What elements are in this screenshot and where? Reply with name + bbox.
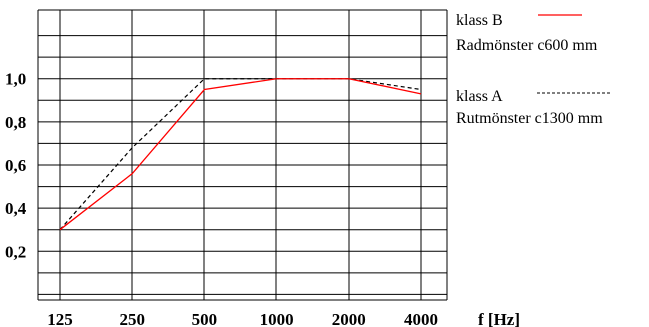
x-tick-labels: 125 250 500 1000 2000 4000 <box>47 310 438 327</box>
legend: klass B Radmönster c600 mm klass A Rutmönst… <box>456 12 611 127</box>
x-tick-label: 4000 <box>404 310 438 327</box>
legend-series-description: Radmönster c600 mm <box>456 37 598 54</box>
y-tick-label: 0,8 <box>5 113 26 132</box>
y-tick-label: 0,2 <box>5 242 26 261</box>
y-tick-label: 0,6 <box>5 156 26 175</box>
y-tick-labels: 0,2 0,4 0,6 0,8 1,0 <box>5 70 27 262</box>
x-tick-label: 500 <box>192 310 218 327</box>
x-tick-label: 125 <box>47 310 73 327</box>
chart-series <box>59 78 422 231</box>
x-tick-label: 1000 <box>260 310 294 327</box>
legend-series-description: Rutmönster c1300 mm <box>456 110 603 127</box>
legend-series-name: klass B <box>456 12 503 29</box>
x-tick-label: 250 <box>119 310 145 327</box>
series-line-klass-b <box>59 78 422 231</box>
chart-grid <box>37 9 448 301</box>
x-axis-label: f [Hz] <box>478 310 520 327</box>
y-tick-label: 1,0 <box>5 70 26 89</box>
legend-series-name: klass A <box>456 88 503 105</box>
y-tick-label: 0,4 <box>5 199 27 218</box>
series-line-klass-a <box>59 78 422 231</box>
x-tick-label: 2000 <box>332 310 366 327</box>
